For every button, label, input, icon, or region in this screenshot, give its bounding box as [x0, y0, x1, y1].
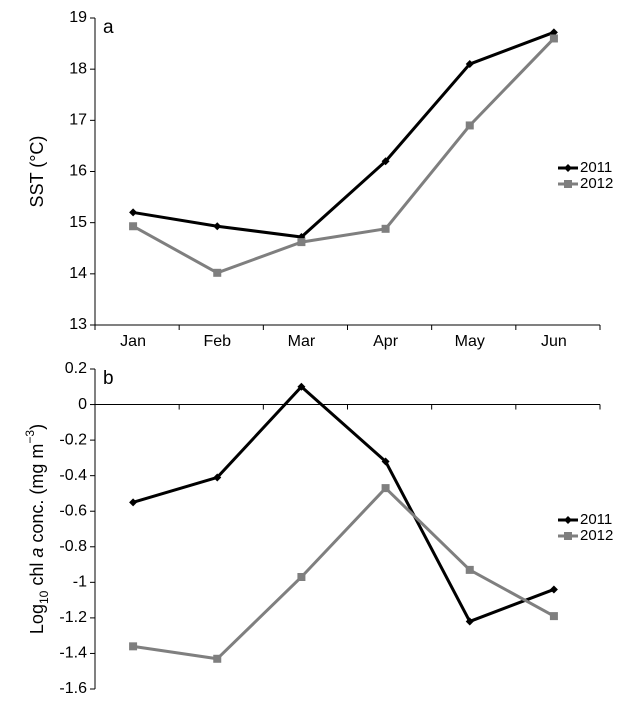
y-axis-label: SST (°C): [27, 136, 47, 208]
marker: [381, 224, 390, 233]
y-tick-label: 15: [69, 214, 87, 231]
marker: [465, 617, 474, 626]
marker: [129, 642, 138, 651]
y-axis-label-part: ): [27, 424, 47, 430]
marker: [465, 60, 474, 69]
marker: [564, 532, 572, 540]
y-axis-label-part: −3: [23, 430, 37, 444]
y-axis-label-part: conc. (mg m: [27, 444, 47, 548]
marker: [549, 28, 558, 37]
marker: [465, 565, 474, 574]
x-tick-label: Mar: [288, 333, 316, 350]
y-tick-label: -0.6: [59, 502, 87, 519]
y-axis-label-part: SST (°C): [27, 136, 47, 208]
marker: [381, 457, 390, 466]
y-axis-label-part: 10: [37, 590, 51, 604]
marker: [297, 573, 306, 581]
y-tick-label: -1: [73, 574, 87, 591]
marker: [129, 208, 138, 217]
y-tick-label: -0.4: [59, 467, 87, 484]
y-tick-label: -1.6: [59, 680, 87, 697]
marker: [297, 382, 306, 391]
y-tick-label: 16: [69, 163, 87, 180]
y-axis-label-part: chl: [27, 558, 47, 591]
panel-label: a: [103, 17, 114, 38]
marker: [549, 585, 558, 594]
legend-label: 2012: [580, 175, 613, 192]
x-tick-label: Apr: [373, 333, 399, 350]
y-tick-label: 18: [69, 60, 87, 77]
series-line: [132, 485, 555, 661]
legend-label: 2011: [580, 159, 612, 176]
marker: [549, 612, 558, 621]
marker: [549, 34, 558, 43]
marker: [297, 238, 306, 247]
y-axis-label-part: Log: [27, 604, 47, 634]
marker: [381, 157, 390, 166]
marker: [129, 222, 138, 231]
panel-label: b: [103, 368, 114, 389]
x-tick-label: Feb: [203, 333, 231, 350]
y-tick-label: -0.8: [59, 538, 87, 555]
series-line: [132, 384, 555, 624]
y-axis-label-part: a: [27, 548, 47, 558]
y-tick-label: 19: [69, 9, 87, 26]
y-tick-label: 13: [69, 316, 87, 333]
marker: [381, 484, 390, 493]
marker: [213, 222, 222, 231]
marker: [213, 473, 222, 482]
y-tick-label: 14: [69, 265, 87, 282]
y-tick-label: 0.2: [65, 360, 87, 377]
x-tick-label: Jan: [120, 333, 146, 350]
marker: [564, 516, 572, 524]
series-line: [132, 30, 555, 239]
marker: [564, 164, 572, 172]
y-tick-label: -1.4: [59, 645, 87, 662]
legend-label: 2011: [580, 511, 612, 528]
marker: [129, 498, 138, 507]
marker: [213, 654, 222, 663]
marker: [564, 180, 572, 188]
y-tick-label: -0.2: [59, 431, 87, 448]
x-tick-label: Jun: [541, 333, 567, 350]
x-tick-label: May: [455, 333, 485, 350]
series-line: [132, 37, 555, 275]
y-axis-label: Log10 chl a conc. (mg m−3): [23, 424, 51, 634]
y-tick-label: 17: [69, 112, 87, 129]
legend-label: 2012: [580, 527, 613, 544]
y-tick-label: 0: [78, 396, 87, 413]
y-tick-label: -1.2: [59, 609, 87, 626]
marker: [213, 268, 222, 277]
marker: [465, 121, 474, 130]
